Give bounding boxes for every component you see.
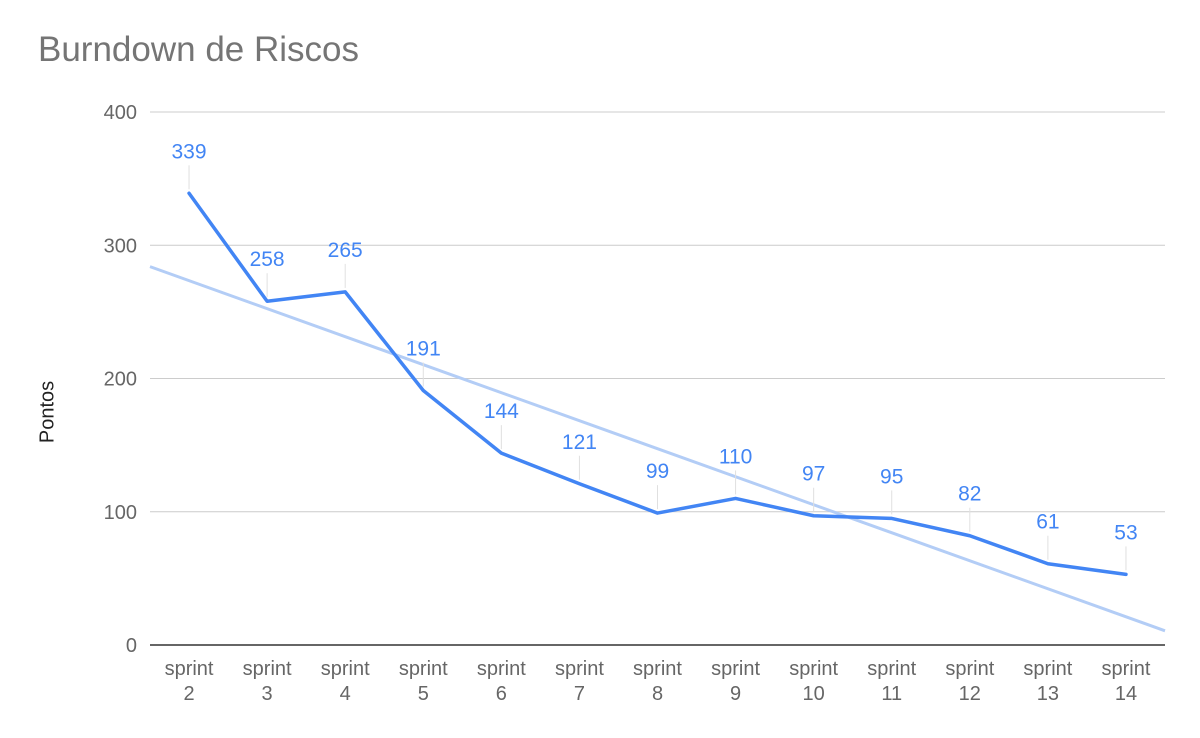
data-label: 144 xyxy=(484,400,519,423)
data-label: 99 xyxy=(646,460,669,483)
x-tick-label: sprint xyxy=(945,658,994,680)
x-tick-label: sprint xyxy=(399,658,448,680)
data-label: 95 xyxy=(880,465,903,488)
data-label: 61 xyxy=(1036,511,1059,534)
y-tick-label: 0 xyxy=(126,635,137,657)
x-tick-label: 2 xyxy=(183,683,194,705)
x-tick-label: 13 xyxy=(1037,683,1059,705)
trendline xyxy=(149,265,1166,633)
x-tick-label: 12 xyxy=(959,683,981,705)
y-tick-label: 200 xyxy=(104,369,137,391)
x-tick-label: sprint xyxy=(243,658,292,680)
x-tick-label: sprint xyxy=(1102,658,1151,680)
y-tick-label: 400 xyxy=(104,102,137,124)
x-tick-label: 9 xyxy=(730,683,741,705)
data-label: 82 xyxy=(958,483,981,506)
x-tick-label: 4 xyxy=(340,683,351,705)
data-label: 339 xyxy=(172,140,207,163)
x-tick-label: sprint xyxy=(555,658,604,680)
x-tick-label: sprint xyxy=(633,658,682,680)
y-tick-label: 300 xyxy=(104,235,137,257)
x-tick-label: 8 xyxy=(652,683,663,705)
data-label: 53 xyxy=(1114,521,1137,544)
x-tick-label: 14 xyxy=(1115,683,1137,705)
series-line xyxy=(187,191,1128,577)
x-tick-label: sprint xyxy=(165,658,214,680)
y-tick-label: 100 xyxy=(104,502,137,524)
x-tick-label: sprint xyxy=(867,658,916,680)
data-label: 97 xyxy=(802,463,825,486)
chart-title: Burndown de Riscos xyxy=(38,30,359,69)
x-tick-label: 5 xyxy=(418,683,429,705)
data-label: 191 xyxy=(406,337,441,360)
x-tick-label: sprint xyxy=(711,658,760,680)
data-label: 121 xyxy=(562,431,597,454)
x-tick-label: 7 xyxy=(574,683,585,705)
x-tick-label: 11 xyxy=(881,683,902,705)
data-label: 258 xyxy=(250,248,285,271)
x-tick-label: 3 xyxy=(262,683,273,705)
x-tick-label: 6 xyxy=(496,683,507,705)
data-label: 110 xyxy=(719,445,752,468)
x-tick-label: sprint xyxy=(789,658,838,680)
x-tick-label: 10 xyxy=(803,683,825,705)
x-tick-label: sprint xyxy=(321,658,370,680)
x-tick-label: sprint xyxy=(477,658,526,680)
data-label: 265 xyxy=(328,239,363,262)
x-tick-label: sprint xyxy=(1023,658,1072,680)
